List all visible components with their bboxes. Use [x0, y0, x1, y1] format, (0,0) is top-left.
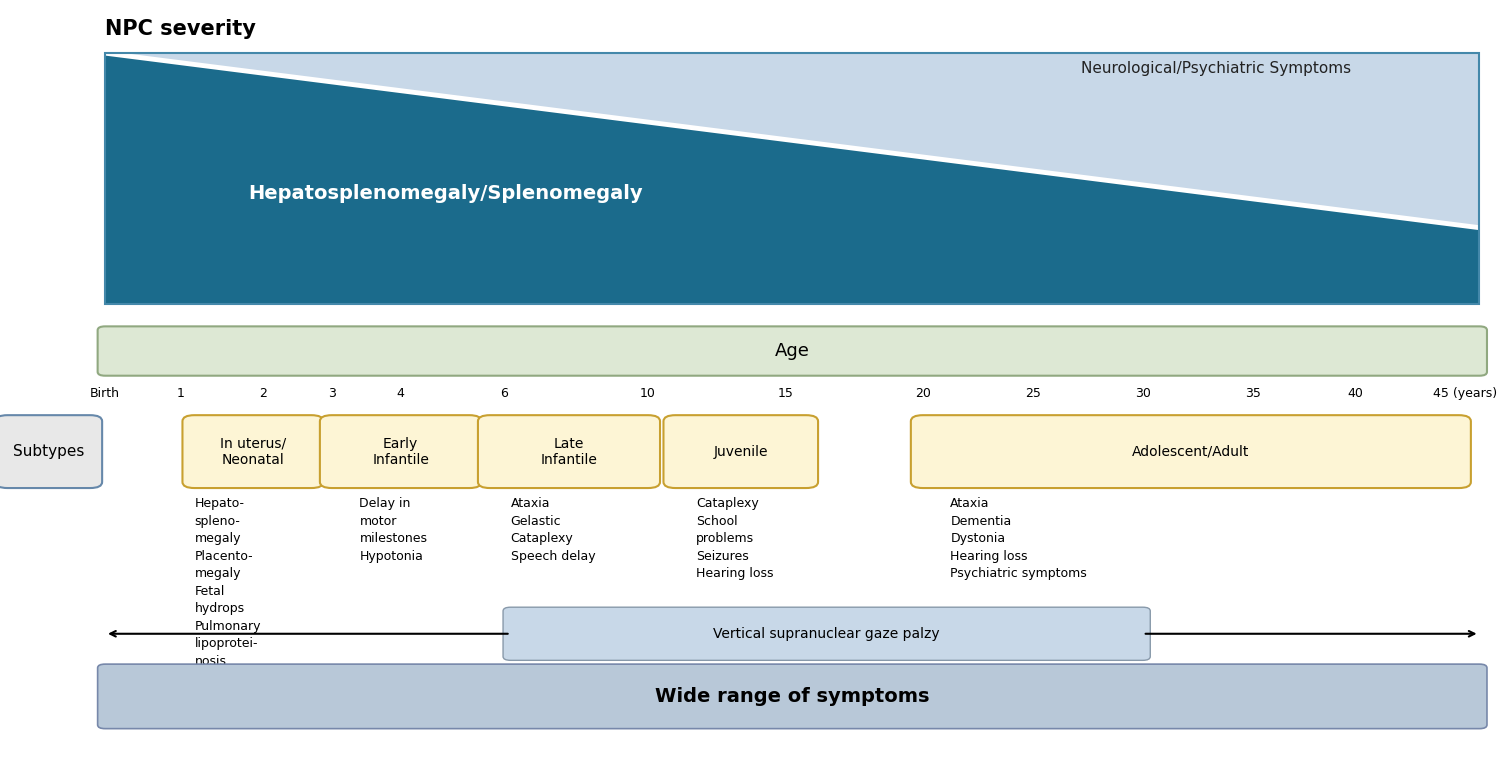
FancyBboxPatch shape: [910, 415, 1470, 488]
FancyBboxPatch shape: [0, 415, 102, 488]
Text: Wide range of symptoms: Wide range of symptoms: [655, 687, 930, 706]
Text: Subtypes: Subtypes: [14, 444, 84, 459]
FancyBboxPatch shape: [98, 664, 1487, 729]
Text: Cataplexy
School
problems
Seizures
Hearing loss: Cataplexy School problems Seizures Heari…: [695, 497, 774, 580]
Text: 15: 15: [778, 387, 793, 400]
Text: Hepato-
spleno-
megaly
Placento-
megaly
Fetal
hydrops
Pulmonary
lipoprotei-
nosi: Hepato- spleno- megaly Placento- megaly …: [194, 497, 261, 668]
Text: 4: 4: [397, 387, 404, 400]
Text: Ataxia
Gelastic
Cataplexy
Speech delay: Ataxia Gelastic Cataplexy Speech delay: [511, 497, 595, 562]
FancyBboxPatch shape: [478, 415, 659, 488]
Text: Juvenile: Juvenile: [713, 445, 768, 458]
Text: 2: 2: [260, 387, 267, 400]
Text: Delay in
motor
milestones
Hypotonia: Delay in motor milestones Hypotonia: [359, 497, 428, 562]
Text: Vertical supranuclear gaze palzy: Vertical supranuclear gaze palzy: [713, 627, 940, 641]
Text: NPC severity: NPC severity: [105, 19, 255, 39]
Text: Ataxia
Dementia
Dystonia
Hearing loss
Psychiatric symptoms: Ataxia Dementia Dystonia Hearing loss Ps…: [951, 497, 1087, 580]
Text: 20: 20: [915, 387, 931, 400]
Text: 35: 35: [1245, 387, 1260, 400]
Text: 3: 3: [327, 387, 336, 400]
Text: 1: 1: [177, 387, 185, 400]
Text: 30: 30: [1136, 387, 1151, 400]
FancyBboxPatch shape: [320, 415, 481, 488]
Polygon shape: [105, 53, 1479, 228]
Text: Age: Age: [775, 342, 810, 360]
FancyBboxPatch shape: [182, 415, 323, 488]
Text: 6: 6: [500, 387, 508, 400]
Text: 25: 25: [1024, 387, 1041, 400]
FancyBboxPatch shape: [664, 415, 819, 488]
FancyBboxPatch shape: [98, 326, 1487, 376]
Text: Neurological/Psychiatric Symptoms: Neurological/Psychiatric Symptoms: [1081, 61, 1352, 76]
FancyBboxPatch shape: [503, 607, 1151, 660]
Text: Late
Infantile: Late Infantile: [541, 436, 598, 467]
Text: Adolescent/Adult: Adolescent/Adult: [1133, 445, 1250, 458]
Text: Hepatosplenomegaly/Splenomegaly: Hepatosplenomegaly/Splenomegaly: [248, 184, 643, 203]
Text: 45 (years) ...: 45 (years) ...: [1433, 387, 1502, 400]
Text: Early
Infantile: Early Infantile: [372, 436, 430, 467]
Polygon shape: [105, 53, 1479, 304]
Text: 40: 40: [1347, 387, 1364, 400]
Text: In uterus/
Neonatal: In uterus/ Neonatal: [219, 436, 285, 467]
Text: 10: 10: [640, 387, 656, 400]
Text: Birth: Birth: [90, 387, 120, 400]
